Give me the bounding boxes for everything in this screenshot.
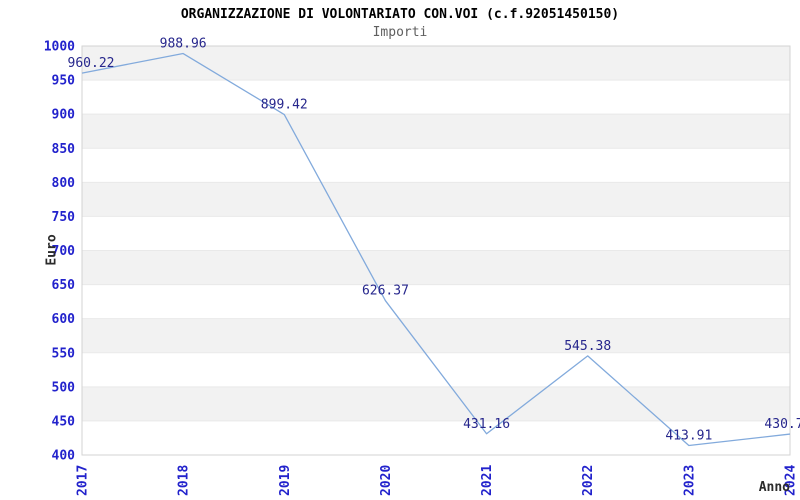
- x-tick-label: 2024: [784, 465, 799, 496]
- data-label: 430.7: [764, 417, 800, 432]
- y-tick-label: 450: [52, 414, 76, 429]
- data-label: 960.22: [68, 56, 115, 71]
- y-tick-label: 600: [52, 312, 76, 327]
- data-label: 899.42: [261, 98, 308, 113]
- y-tick-label: 950: [52, 74, 76, 89]
- x-tick-label: 2022: [581, 465, 596, 496]
- y-tick-label: 800: [52, 176, 76, 191]
- y-tick-label: 700: [52, 244, 76, 259]
- y-axis-name-euro: Euro: [44, 234, 60, 266]
- x-tick-label: 2023: [682, 465, 697, 496]
- x-tick-label: 2020: [379, 465, 394, 496]
- plot-band: [82, 386, 790, 421]
- chart-title: ORGANIZZAZIONE DI VOLONTARIATO CON.VOI (…: [180, 7, 620, 22]
- x-tick-label: 2017: [76, 465, 91, 496]
- x-axis-name-anno: Anno: [758, 480, 790, 495]
- plot-frame: [81, 45, 791, 456]
- data-label: 626.37: [362, 284, 409, 299]
- y-tick-label: 650: [52, 278, 76, 293]
- x-tick-label: 2019: [278, 465, 293, 496]
- importi-line-series: [81, 52, 791, 447]
- chart-subtitle: Importi: [372, 25, 428, 40]
- plot-band: [82, 250, 790, 285]
- plot-band: [82, 114, 790, 149]
- y-tick-label: 550: [52, 346, 76, 361]
- y-tick-label: 1000: [44, 40, 75, 55]
- data-label: 545.38: [564, 339, 611, 354]
- y-tick-label: 900: [52, 108, 76, 123]
- data-label: 988.96: [160, 37, 207, 52]
- y-tick-label: 500: [52, 380, 76, 395]
- plot-band: [82, 318, 790, 353]
- data-label: 413.91: [665, 429, 712, 444]
- x-tick-label: 2018: [177, 465, 192, 496]
- x-tick-label: 2021: [480, 465, 495, 496]
- y-tick-label: 850: [52, 142, 76, 157]
- y-tick-label: 400: [52, 449, 76, 464]
- y-tick-label: 750: [52, 210, 76, 225]
- plot-band: [82, 182, 790, 217]
- data-label: 431.16: [463, 417, 510, 432]
